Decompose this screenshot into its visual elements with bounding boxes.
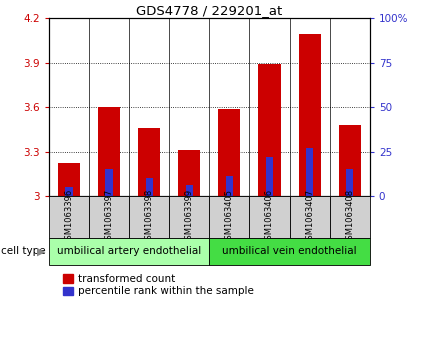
Text: GSM1063399: GSM1063399 xyxy=(185,189,194,245)
Bar xyxy=(49,238,209,265)
Text: GSM1063396: GSM1063396 xyxy=(65,189,74,245)
Bar xyxy=(105,169,113,196)
Legend: transformed count, percentile rank within the sample: transformed count, percentile rank withi… xyxy=(62,274,254,297)
Bar xyxy=(145,178,153,196)
Bar xyxy=(258,64,280,196)
Bar xyxy=(339,125,361,196)
Bar xyxy=(169,196,209,238)
Bar xyxy=(330,196,370,238)
Bar xyxy=(306,148,313,196)
Text: umbilical vein endothelial: umbilical vein endothelial xyxy=(222,246,357,256)
Bar xyxy=(129,196,169,238)
Bar xyxy=(49,196,89,238)
Bar xyxy=(58,163,80,196)
Bar xyxy=(209,196,249,238)
Bar xyxy=(89,196,129,238)
Text: GSM1063405: GSM1063405 xyxy=(225,189,234,245)
Bar xyxy=(138,128,160,196)
Text: umbilical artery endothelial: umbilical artery endothelial xyxy=(57,246,201,256)
Text: GSM1063398: GSM1063398 xyxy=(144,189,154,245)
Text: GSM1063408: GSM1063408 xyxy=(345,189,354,245)
Bar xyxy=(226,176,233,196)
Text: GSM1063407: GSM1063407 xyxy=(305,189,314,245)
Bar xyxy=(178,150,200,196)
Text: GSM1063406: GSM1063406 xyxy=(265,189,274,245)
Bar xyxy=(186,185,193,196)
Title: GDS4778 / 229201_at: GDS4778 / 229201_at xyxy=(136,4,283,17)
Bar xyxy=(249,196,289,238)
Bar xyxy=(209,238,370,265)
Text: GSM1063397: GSM1063397 xyxy=(105,189,113,245)
Bar xyxy=(298,34,320,196)
Bar xyxy=(266,157,273,196)
Text: cell type: cell type xyxy=(1,246,45,256)
Bar xyxy=(98,107,120,196)
Text: ▶: ▶ xyxy=(37,246,46,256)
Bar xyxy=(218,109,241,196)
Bar xyxy=(346,169,353,196)
Bar xyxy=(65,187,73,196)
Bar xyxy=(289,196,330,238)
